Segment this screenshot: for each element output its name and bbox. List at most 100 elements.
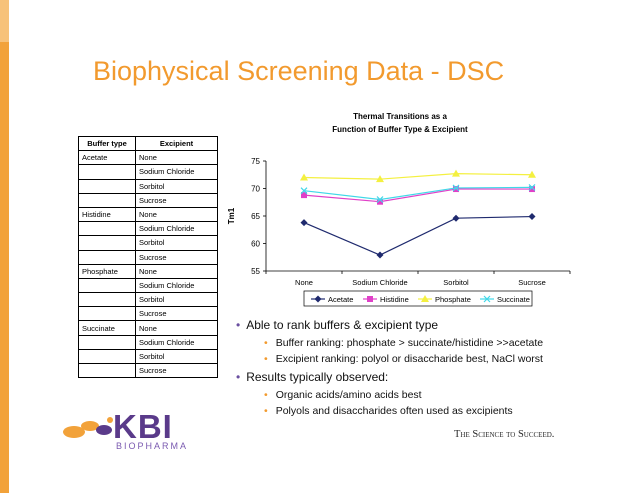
x-tick-label: Sucrose [518, 278, 546, 287]
excipient-cell: Sorbitol [135, 348, 218, 365]
table-row: Histidine None [78, 206, 218, 223]
data-point-succinate [528, 183, 536, 191]
bullet-marker: • [236, 370, 241, 384]
buffer-cell [78, 235, 136, 251]
buffer-cell [78, 362, 136, 379]
table-row: Sorbitol [78, 292, 218, 308]
table-row: Sucrose [78, 306, 218, 322]
bullet-marker: • [236, 318, 241, 332]
data-point-histidine [301, 192, 307, 199]
y-tick-label: 55 [251, 267, 260, 276]
excipient-cell: Sorbitol [135, 235, 218, 251]
legend-label-succinate: Succinate [497, 295, 530, 304]
table-row: Sodium Chloride [78, 221, 218, 237]
buffer-cell [78, 292, 136, 308]
table-row: Sorbitol [78, 348, 218, 365]
chart-title-line-1: Thermal Transitions as a [353, 112, 447, 121]
buffer-cell [78, 277, 136, 294]
buffer-cell [78, 348, 136, 365]
slide-title: Biophysical Screening Data - DSC [93, 56, 505, 86]
data-point-succinate [300, 187, 308, 195]
slogan: The Science to Succeed. [454, 429, 555, 440]
buffer-cell [78, 192, 136, 208]
bullet-1-sub-2: • Excipient ranking: polyol or disacchari… [264, 353, 543, 365]
data-point-acetate [528, 213, 536, 221]
buffer-table: Buffer type Excipient Acetate None Sodium … [78, 135, 218, 379]
excipient-cell: Sodium Chloride [135, 334, 218, 350]
data-point-succinate [376, 196, 384, 203]
series-line-acetate [303, 215, 533, 256]
series-line-histidine [303, 188, 532, 203]
data-point-phosphate [528, 170, 536, 178]
table-row: Sorbitol [78, 235, 218, 251]
data-point-histidine [529, 186, 535, 193]
buffer-cell: Succinate [78, 320, 136, 336]
excipient-cell: None [135, 150, 218, 166]
bullet-1-text: Able to rank buffers & excipient type [246, 318, 439, 332]
table-row: Sodium Chloride [78, 334, 218, 350]
bullet-2-sub-1: • Organic acids/amino acids best [264, 389, 422, 401]
data-point-phosphate [452, 169, 460, 177]
sub-bullet-marker: • [264, 337, 268, 349]
table-row: Succinate None [78, 320, 218, 336]
bullet-1-sub-1: • Buffer ranking: phosphate > succinate/h… [264, 337, 543, 349]
data-point-histidine [377, 198, 383, 205]
x-tick-label: None [295, 278, 313, 287]
left-accent-bar [0, 0, 9, 493]
logo-subtext: BIOPHARMA [116, 441, 189, 451]
buffer-cell [78, 334, 136, 350]
table-row: Sucrose [78, 192, 218, 208]
y-tick-label: 65 [251, 212, 260, 221]
buffer-cell: Acetate [78, 150, 136, 166]
excipient-cell: Sodium Chloride [135, 221, 218, 237]
excipient-cell: None [135, 206, 218, 223]
legend-marker-phosphate [421, 295, 429, 302]
excipient-cell: Sucrose [135, 362, 218, 379]
data-point-acetate [300, 219, 308, 227]
y-axis-label: Tm1 [227, 207, 236, 224]
table-header-buffer: Buffer type [78, 135, 136, 152]
data-point-histidine [453, 186, 459, 193]
data-point-acetate [376, 251, 384, 259]
excipient-cell: Sucrose [135, 249, 218, 265]
excipient-cell: Sodium Chloride [135, 164, 218, 180]
bullet-1-sub-1-text: Buffer ranking: phosphate > succinate/hi… [275, 337, 544, 349]
bullet-2-sub-2-text: Polyols and disaccharides often used as … [275, 405, 513, 417]
buffer-cell: Histidine [78, 206, 136, 223]
sub-bullet-marker: • [264, 405, 268, 417]
table-row: Sodium Chloride [78, 164, 218, 180]
series-line-phosphate [303, 173, 533, 180]
buffer-cell [78, 178, 136, 194]
bullet-2-sub-1-text: Organic acids/amino acids best [275, 389, 422, 401]
legend-label-phosphate: Phosphate [435, 295, 471, 304]
x-tick-label: Sodium Chloride [352, 278, 407, 287]
buffer-cell [78, 306, 136, 322]
sub-bullet-marker: • [264, 389, 268, 401]
excipient-cell: None [135, 263, 218, 279]
excipient-cell: Sorbitol [135, 292, 218, 308]
data-point-phosphate [376, 175, 384, 183]
data-point-succinate [452, 184, 460, 192]
table-row: Phosphate None [78, 263, 218, 279]
table-row: Sodium Chloride [78, 277, 218, 294]
excipient-cell: None [135, 320, 218, 336]
bullet-2-sub-2: • Polyols and disaccharides often used as… [264, 405, 513, 417]
bullet-1-sub-2-text: Excipient ranking: polyol or disaccharid… [275, 353, 543, 365]
buffer-cell [78, 221, 136, 237]
kbi-logo-mark-icon [63, 417, 113, 438]
excipient-cell: Sorbitol [135, 178, 218, 194]
table-row: Sucrose [78, 362, 218, 379]
legend-marker-succinate [483, 295, 491, 303]
buffer-cell [78, 249, 136, 265]
series-line-succinate [303, 186, 533, 201]
logo-text: KBI [113, 408, 173, 445]
legend-label-histidine: Histidine [380, 295, 409, 304]
legend-label-acetate: Acetate [328, 295, 353, 304]
bullet-2-text: Results typically observed: [246, 370, 389, 384]
excipient-cell: Sodium Chloride [135, 277, 218, 294]
table-row: Sorbitol [78, 178, 218, 194]
legend-marker-histidine [367, 296, 373, 302]
data-point-phosphate [300, 173, 308, 181]
excipient-cell: Sucrose [135, 192, 218, 208]
y-tick-label: 70 [251, 185, 260, 194]
